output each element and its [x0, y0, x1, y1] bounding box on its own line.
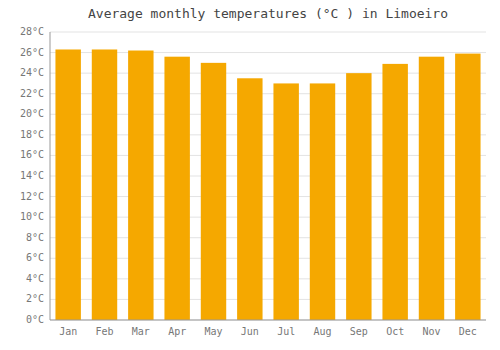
- bar: [201, 63, 226, 320]
- y-axis-ticks: 0°C 2°C 4°C 6°C 8°C 10°C 12°C 14°C 16°C 18°C 20°C 2…: [20, 26, 44, 325]
- y-tick-label: 28°C: [20, 26, 44, 37]
- x-tick-label: Mar: [132, 326, 150, 337]
- x-tick-label: Jan: [59, 326, 77, 337]
- bar: [128, 51, 153, 320]
- bars: [55, 49, 480, 320]
- y-tick-label: 2°C: [26, 293, 44, 304]
- bar: [273, 83, 298, 320]
- y-tick-label: 14°C: [20, 170, 44, 181]
- x-axis-ticks: Jan Feb Mar Apr May Jun Jul Aug Sep Oct Nov Dec: [59, 326, 477, 337]
- grid-line: [50, 32, 486, 33]
- bar: [419, 57, 444, 320]
- y-tick-label: 24°C: [20, 67, 44, 78]
- bar: [55, 49, 80, 320]
- grid-line: [50, 320, 486, 321]
- bar: [346, 73, 371, 320]
- bar: [382, 64, 407, 320]
- bar: [164, 57, 189, 320]
- chart-container: 0°C 2°C 4°C 6°C 8°C 10°C 12°C 14°C 16°C 18°C 20°C 2…: [0, 0, 500, 350]
- y-tick-label: 6°C: [26, 252, 44, 263]
- x-tick-label: Feb: [95, 326, 113, 337]
- bar: [310, 83, 335, 320]
- x-tick-label: Sep: [350, 326, 368, 337]
- x-tick-label: Dec: [459, 326, 477, 337]
- y-tick-label: 20°C: [20, 108, 44, 119]
- x-tick-label: Jul: [277, 326, 295, 337]
- y-tick-label: 10°C: [20, 211, 44, 222]
- x-axis-line: [50, 320, 486, 321]
- y-tick-label: 0°C: [26, 314, 44, 325]
- y-axis-line: [50, 32, 51, 320]
- y-tick-label: 12°C: [20, 191, 44, 202]
- y-tick-label: 26°C: [20, 47, 44, 58]
- y-tick-label: 16°C: [20, 149, 44, 160]
- chart-svg: 0°C 2°C 4°C 6°C 8°C 10°C 12°C 14°C 16°C 18°C 20°C 2…: [0, 0, 500, 350]
- x-tick-label: Aug: [313, 326, 331, 337]
- x-tick-label: Nov: [422, 326, 440, 337]
- x-tick-label: Apr: [168, 326, 186, 337]
- bar: [92, 49, 117, 320]
- y-tick-label: 18°C: [20, 129, 44, 140]
- y-tick-label: 8°C: [26, 232, 44, 243]
- bar: [237, 78, 262, 320]
- bar: [455, 54, 480, 320]
- x-tick-label: Jun: [241, 326, 259, 337]
- grid: [50, 32, 486, 320]
- y-tick-label: 4°C: [26, 273, 44, 284]
- y-tick-label: 22°C: [20, 88, 44, 99]
- title: Average monthly temperatures (°C ) in Li…: [88, 6, 448, 21]
- x-tick-label: Oct: [386, 326, 404, 337]
- x-tick-label: May: [204, 326, 222, 337]
